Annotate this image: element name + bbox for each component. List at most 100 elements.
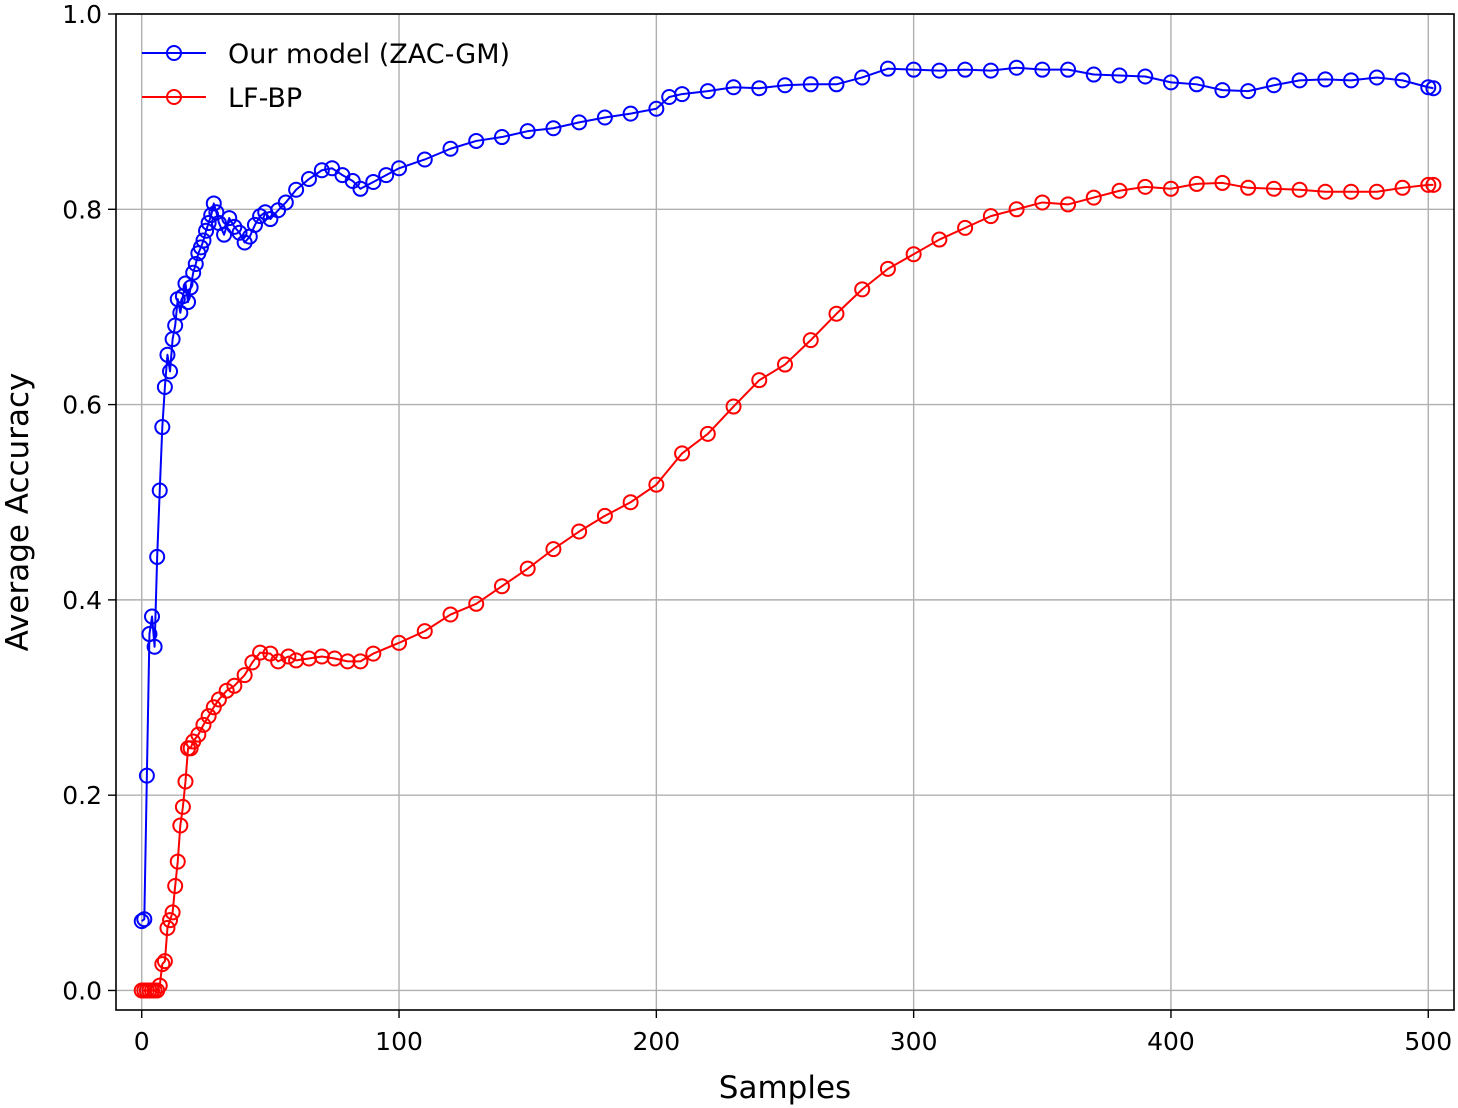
data-point-lf-bp <box>151 977 168 994</box>
data-point-lf-bp <box>571 523 588 540</box>
data-point-lf-bp <box>190 726 207 743</box>
data-point-lf-bp <box>205 699 222 716</box>
data-point-our-model <box>1240 83 1257 100</box>
data-point-lf-bp <box>236 667 253 684</box>
y-tick-label: 0.6 <box>62 391 102 420</box>
data-point-our-model <box>596 109 613 126</box>
data-point-our-model <box>725 79 742 96</box>
x-tick-label: 200 <box>632 1027 680 1056</box>
data-point-lf-bp <box>195 716 212 733</box>
data-point-our-model <box>1343 72 1360 89</box>
data-point-our-model <box>198 222 215 239</box>
data-point-our-model <box>931 62 948 79</box>
data-point-lf-bp <box>802 332 819 349</box>
data-point-lf-bp <box>1265 180 1282 197</box>
data-point-lf-bp <box>622 494 639 511</box>
data-point-lf-bp <box>365 645 382 662</box>
data-point-lf-bp <box>270 653 287 670</box>
data-point-our-model <box>1162 74 1179 91</box>
data-point-our-model <box>1137 68 1154 85</box>
data-point-our-model <box>162 363 179 380</box>
data-point-lf-bp <box>751 372 768 389</box>
data-point-our-model <box>828 76 845 93</box>
data-point-our-model <box>221 210 238 227</box>
data-point-lf-bp <box>172 817 189 834</box>
y-tick-label: 0.0 <box>62 976 102 1005</box>
data-point-our-model <box>252 208 269 225</box>
data-point-lf-bp <box>1060 196 1077 213</box>
data-point-lf-bp <box>1188 175 1205 192</box>
y-tick-label: 1.0 <box>62 0 102 29</box>
data-point-our-model <box>1265 77 1282 94</box>
data-point-our-model <box>313 162 330 179</box>
data-point-our-model <box>957 61 974 78</box>
data-point-lf-bp <box>177 773 194 790</box>
data-point-our-model <box>378 167 395 184</box>
x-tick-label: 400 <box>1147 1027 1195 1056</box>
y-tick-label: 0.8 <box>62 195 102 224</box>
data-point-lf-bp <box>1317 183 1334 200</box>
data-point-our-model <box>300 171 317 188</box>
data-point-our-model <box>982 62 999 79</box>
data-point-our-model <box>246 216 263 233</box>
legend-marker-lf-bp <box>166 89 182 105</box>
data-point-lf-bp <box>1291 181 1308 198</box>
data-point-lf-bp <box>159 919 176 936</box>
data-point-our-model <box>905 61 922 78</box>
data-point-our-model <box>519 123 536 140</box>
data-point-lf-bp <box>828 305 845 322</box>
data-point-our-model <box>159 346 176 363</box>
x-tick-label: 300 <box>890 1027 938 1056</box>
data-point-our-model <box>1188 76 1205 93</box>
data-point-lf-bp <box>777 356 793 373</box>
x-tick-label: 100 <box>375 1027 423 1056</box>
series-line-lf-bp <box>141 181 1434 992</box>
data-point-lf-bp <box>1085 189 1102 206</box>
x-axis-label: Samples <box>719 1070 851 1106</box>
data-point-lf-bp <box>182 740 199 757</box>
data-point-our-model <box>231 224 248 241</box>
x-tick-label: 500 <box>1404 1027 1452 1056</box>
data-point-our-model <box>1394 72 1411 89</box>
x-tick-label: 0 <box>134 1027 150 1056</box>
data-point-lf-bp <box>648 476 665 493</box>
data-point-lf-bp <box>957 219 974 236</box>
data-point-our-model <box>1291 72 1308 89</box>
data-point-our-model <box>674 86 691 103</box>
series-our-model <box>133 59 1442 930</box>
data-point-our-model <box>146 638 163 655</box>
data-point-lf-bp <box>725 398 742 415</box>
data-point-our-model <box>1317 71 1334 88</box>
data-point-our-model <box>133 913 150 930</box>
data-point-our-model <box>571 114 588 131</box>
data-point-our-model <box>200 214 217 231</box>
ticks: 0 100 200 300 400 500 0.0 0.2 0.4 0.6 0.8 1.0 <box>62 0 1452 1056</box>
data-point-our-model <box>185 264 202 281</box>
data-point-our-model <box>151 482 168 499</box>
data-point-our-model <box>545 120 562 137</box>
data-point-our-model <box>187 255 204 272</box>
data-point-lf-bp <box>1420 176 1437 193</box>
data-point-our-model <box>854 69 871 86</box>
data-point-lf-bp <box>164 904 181 921</box>
data-point-our-model <box>1008 59 1025 76</box>
data-point-our-model <box>699 83 716 100</box>
data-point-lf-bp <box>596 507 613 524</box>
data-point-our-model <box>365 173 382 190</box>
data-point-lf-bp <box>162 912 179 929</box>
data-point-lf-bp <box>1162 180 1179 197</box>
data-point-lf-bp <box>1394 179 1411 196</box>
data-point-lf-bp <box>169 853 186 870</box>
data-point-our-model <box>182 279 199 296</box>
data-point-lf-bp <box>545 541 562 558</box>
data-point-our-model <box>205 195 222 212</box>
data-point-our-model <box>1214 82 1231 99</box>
data-point-our-model <box>648 100 665 117</box>
data-point-lf-bp <box>493 578 510 595</box>
legend-marker-our-model <box>166 45 182 61</box>
data-point-lf-bp <box>352 653 369 670</box>
data-point-our-model <box>208 204 225 221</box>
data-point-lf-bp <box>982 208 999 225</box>
